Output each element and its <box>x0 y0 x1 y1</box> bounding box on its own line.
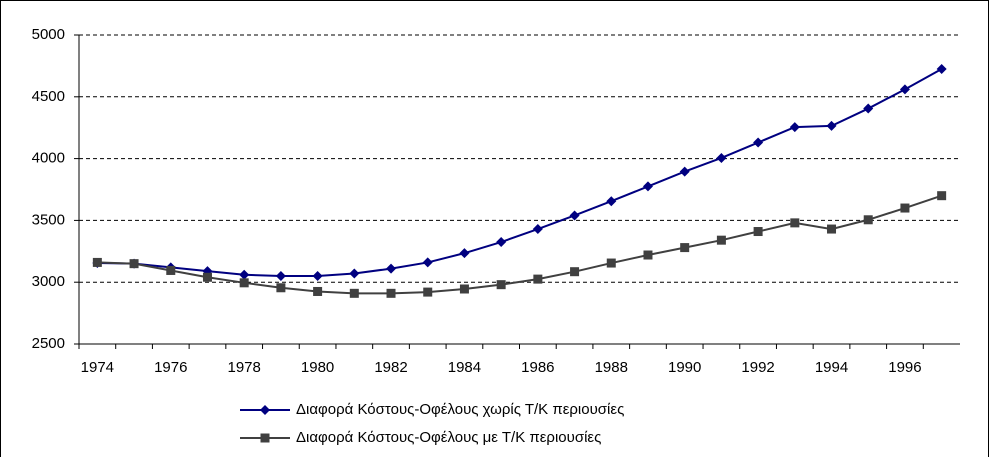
y-tick-label: 3500 <box>32 211 65 228</box>
data-point <box>936 63 947 74</box>
data-point <box>202 272 212 282</box>
data-point <box>349 268 360 279</box>
data-point <box>532 224 543 235</box>
x-tick-label: 1976 <box>154 359 187 376</box>
x-tick-label: 1996 <box>888 359 921 376</box>
x-tick-label: 1974 <box>81 359 114 376</box>
data-point <box>826 120 837 131</box>
x-tick-label: 1980 <box>301 359 334 376</box>
x-tick-label: 1978 <box>228 359 261 376</box>
data-point <box>239 269 250 280</box>
series-line <box>97 194 942 295</box>
y-tick-label: 4000 <box>32 150 65 167</box>
y-tick-label: 5000 <box>32 26 65 43</box>
data-point <box>459 284 469 294</box>
data-point <box>129 259 139 269</box>
data-point <box>606 258 616 268</box>
data-point <box>789 122 800 133</box>
data-point <box>496 280 506 290</box>
data-point <box>386 263 397 274</box>
x-tick-label: 1990 <box>668 359 701 376</box>
data-point <box>753 137 764 148</box>
data-point <box>570 267 580 277</box>
data-point <box>899 84 910 95</box>
data-point <box>313 286 323 296</box>
data-point <box>533 274 543 284</box>
data-point <box>496 237 507 248</box>
legend-marker <box>260 405 270 415</box>
x-tick-label: 1994 <box>815 359 848 376</box>
data-point <box>680 243 690 253</box>
legend-label: Διαφορά Κόστους-Οφέλους με Τ/Κ περιουσίε… <box>296 429 601 446</box>
data-point <box>716 152 727 163</box>
data-point <box>349 288 359 298</box>
x-tick-label: 1984 <box>448 359 481 376</box>
data-point <box>679 166 690 177</box>
data-point <box>459 248 470 259</box>
data-point <box>900 203 910 213</box>
x-tick-label: 1986 <box>521 359 554 376</box>
data-point <box>642 181 653 192</box>
data-point <box>643 250 653 260</box>
data-point <box>423 287 433 297</box>
data-point <box>716 235 726 245</box>
data-point <box>166 265 176 275</box>
data-point <box>790 218 800 228</box>
data-point <box>386 288 396 298</box>
legend-label: Διαφορά Κόστους-Οφέλους χωρίς Τ/Κ περιου… <box>296 401 624 418</box>
data-point <box>92 257 102 267</box>
data-point <box>239 278 249 288</box>
x-tick-label: 1982 <box>374 359 407 376</box>
data-point <box>863 103 874 114</box>
data-point <box>827 224 837 234</box>
y-tick-label: 4500 <box>32 88 65 105</box>
data-point <box>275 271 286 282</box>
data-point <box>276 283 286 293</box>
data-point <box>422 257 433 268</box>
y-tick-label: 2500 <box>32 335 65 352</box>
data-point <box>312 271 323 282</box>
y-tick-label: 3000 <box>32 273 65 290</box>
x-tick-label: 1988 <box>595 359 628 376</box>
legend-marker <box>260 433 270 443</box>
data-point <box>606 196 617 207</box>
data-point <box>937 191 947 201</box>
data-point <box>569 210 580 221</box>
data-point <box>863 215 873 225</box>
data-point <box>753 227 763 237</box>
x-tick-label: 1992 <box>741 359 774 376</box>
series-line <box>97 68 943 278</box>
